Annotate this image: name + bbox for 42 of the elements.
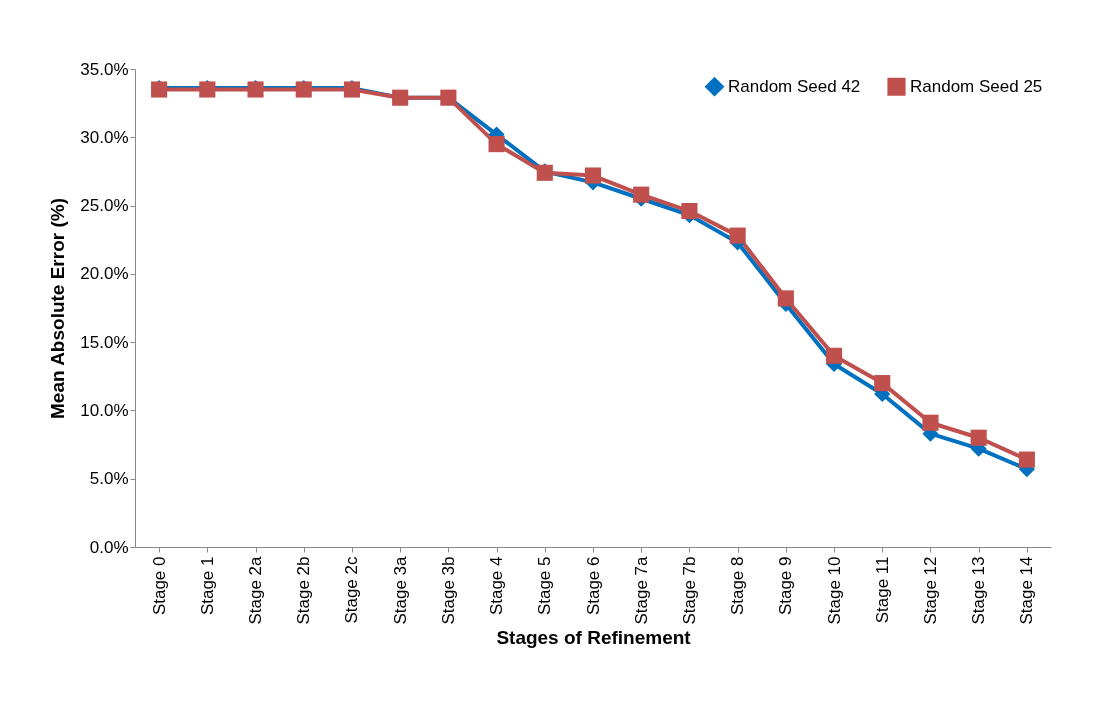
x-tick-label: Stage 14 xyxy=(1017,556,1037,625)
x-tick-label: Stage 2a xyxy=(246,555,266,625)
y-tick-label: 30.0% xyxy=(80,127,129,147)
y-tick-label: 0.0% xyxy=(89,537,129,557)
x-tick-label: Stage 1 xyxy=(197,556,217,616)
point xyxy=(681,202,698,220)
point xyxy=(584,167,602,184)
x-tick-label: Stage 10 xyxy=(824,556,844,625)
x-tick-label: Stage 0 xyxy=(149,556,169,616)
x-tick-label: Stage 4 xyxy=(487,556,507,616)
x-tick-label: Stage 12 xyxy=(920,556,940,625)
point xyxy=(633,186,650,203)
x-tick-label: Stage 3a xyxy=(390,555,410,625)
y-tick-label: 20.0% xyxy=(80,264,129,284)
y-tick-label: 5.0% xyxy=(89,469,129,489)
y-tick-label: 10.0% xyxy=(80,400,129,420)
point xyxy=(1018,451,1035,468)
point xyxy=(874,375,891,392)
point xyxy=(825,347,843,364)
x-tick-label: Stage 7a xyxy=(631,555,651,625)
x-tick-label: Stage 8 xyxy=(728,556,748,616)
y-tick-label: 25.0% xyxy=(80,196,129,216)
x-tick-label: Stage 7b xyxy=(679,556,699,625)
x-tick-label: Stage 11 xyxy=(872,556,892,624)
y-tick-label: 35.0% xyxy=(80,59,129,79)
x-tick-label: Stage 5 xyxy=(535,556,555,616)
x-tick-label: Stage 9 xyxy=(776,556,796,616)
point xyxy=(488,136,505,153)
x-tick-label: Stage 2c xyxy=(342,556,362,624)
point xyxy=(777,290,794,307)
legend-label: Random Seed 25 xyxy=(910,76,1043,96)
legend-label: Random Seed 42 xyxy=(728,76,861,96)
x-tick-label: Stage 3b xyxy=(438,556,458,625)
point xyxy=(729,227,746,244)
x-tick-label: Stage 6 xyxy=(583,556,603,616)
x-tick-label: Stage 13 xyxy=(969,556,989,625)
x-axis-title: Stages of Refinement xyxy=(496,626,692,648)
y-tick-label: 15.0% xyxy=(80,332,129,352)
y-axis-title: Mean Absolute Error (%) xyxy=(47,198,69,419)
x-tick-label: Stage 2b xyxy=(294,556,314,625)
point xyxy=(922,414,939,431)
point xyxy=(970,429,987,446)
